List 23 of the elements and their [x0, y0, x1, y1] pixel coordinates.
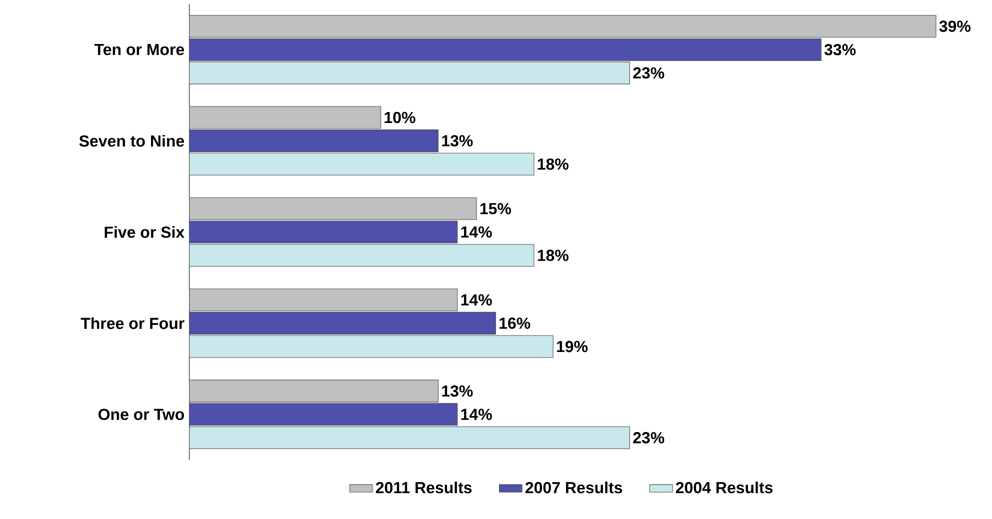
data-label: 14% — [461, 226, 492, 238]
data-label: 16% — [500, 318, 530, 330]
data-label: 14% — [461, 408, 492, 420]
data-label: 18% — [538, 250, 568, 262]
data-label: 39% — [939, 20, 971, 32]
data-label: 15% — [480, 203, 512, 214]
data-label: 13% — [442, 386, 473, 397]
data-label: 19% — [557, 341, 588, 352]
data-label: 14% — [461, 294, 492, 306]
legend-label: 2004 Results — [676, 482, 773, 494]
y-tick-label: Seven to Nine — [79, 135, 184, 147]
data-label: 33% — [824, 44, 856, 56]
data-label: 13% — [442, 135, 473, 147]
y-tick-label: Five or Six — [104, 226, 185, 238]
y-tick-label: One or Two — [98, 408, 184, 420]
y-tick-label: Three or Four — [80, 318, 184, 330]
data-label: 10% — [384, 112, 416, 124]
y-tick-label: Ten or More — [94, 44, 184, 56]
data-label: 23% — [633, 432, 664, 444]
data-label: 18% — [538, 158, 568, 170]
legend-label: 2011 Results — [376, 482, 472, 494]
data-label: 23% — [633, 67, 664, 79]
legend-label: 2007 Results — [526, 482, 622, 494]
